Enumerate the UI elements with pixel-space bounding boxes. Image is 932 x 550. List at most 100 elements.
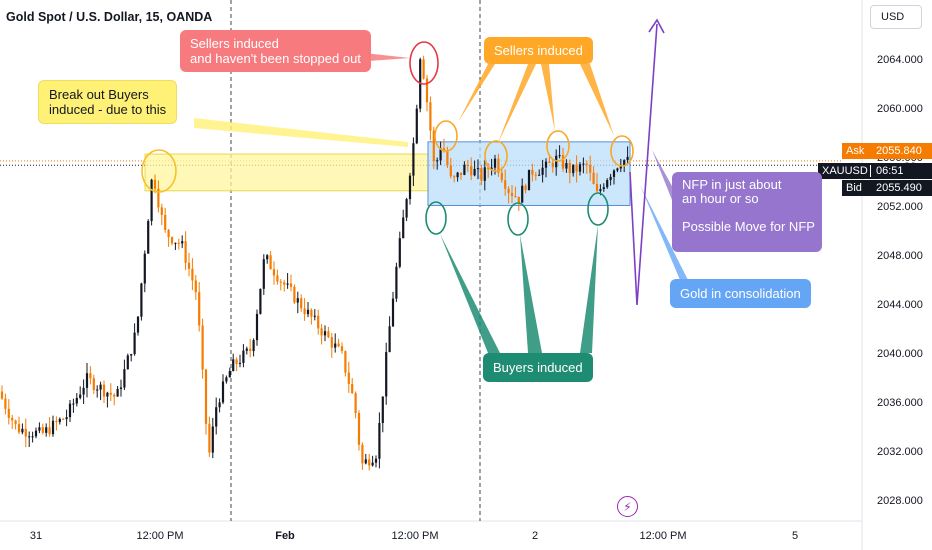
candle-body [38, 427, 41, 431]
buyers-callout-wedge [440, 234, 500, 353]
candle-body [405, 199, 408, 218]
candle-body [493, 158, 497, 168]
candle-body [204, 369, 208, 424]
candle-body [487, 167, 490, 170]
time-tick-label: 31 [29, 530, 43, 542]
candle-body [133, 332, 136, 355]
candle-body [150, 179, 153, 221]
candle-body [412, 143, 415, 176]
candle-body [612, 170, 616, 177]
candle-body [616, 168, 619, 171]
note-line: and haven't been stopped out [190, 51, 361, 66]
candle-body [177, 242, 180, 244]
candle-body [140, 283, 143, 317]
consolidation-callout-wedge [640, 185, 688, 280]
candle-body [89, 373, 92, 379]
candle-body [119, 387, 123, 389]
candle-body [354, 393, 357, 413]
candle-body [558, 155, 561, 157]
candle-body [82, 387, 85, 395]
candle-body [364, 459, 367, 464]
time-tick-label: 12:00 PM [639, 530, 687, 542]
candle-body [187, 262, 191, 269]
candle-body [408, 175, 412, 200]
buyers-induced-note[interactable]: Buyers induced [483, 353, 593, 382]
candle-body [102, 384, 106, 397]
candle-body [58, 418, 61, 423]
candle-body [480, 168, 483, 181]
candle-body [459, 172, 463, 175]
candle-body [85, 373, 89, 388]
price-tick-label: 2060.000 [877, 103, 923, 116]
ask-price-tag: Ask 2055.840 [842, 143, 932, 159]
price-tick-label: 2028.000 [877, 494, 923, 507]
candle-body [221, 381, 225, 403]
note-line: induced - due to this [49, 102, 167, 117]
candle-body [143, 253, 146, 284]
symbol-label: XAUUSD [822, 165, 868, 177]
candle-body [442, 148, 446, 152]
candle-body [592, 172, 595, 184]
partial-tick-label: 00 [904, 161, 917, 173]
candle-body [500, 172, 503, 181]
candle-body [208, 423, 211, 453]
candle-body [238, 362, 242, 364]
candle-body [388, 326, 391, 353]
candle-body [7, 408, 10, 418]
candle-body [531, 169, 534, 175]
buyers-callout-wedge [520, 235, 542, 353]
candle-body [436, 160, 439, 162]
candle-body [561, 155, 565, 169]
candle-body [109, 392, 112, 395]
buyers-teal-circle [507, 202, 529, 236]
gold-consolidation-note[interactable]: Gold in consolidation [670, 279, 811, 308]
time-tick-label: Feb [275, 530, 295, 542]
time-tick-label: 2 [531, 530, 539, 542]
note-line [682, 206, 812, 220]
ask-value: 2055.840 [876, 145, 922, 157]
candle-body [524, 185, 527, 191]
breakout-buyers-note[interactable]: Break out Buyers induced - due to this [38, 80, 178, 124]
candle-body [334, 343, 337, 348]
note-line: Possible Move for NFP [682, 219, 815, 234]
candle-body [310, 309, 313, 317]
buyers-callout-wedge [580, 225, 598, 353]
candle-body [286, 283, 289, 285]
currency-selector-button[interactable]: USD [870, 5, 922, 29]
sellers-callout-wedge [498, 64, 536, 143]
price-tick-label: 2064.000 [877, 54, 923, 67]
nfp-note[interactable]: NFP in just about an hour or so Possible… [672, 172, 822, 252]
candle-body [92, 378, 95, 391]
candle-series [0, 55, 629, 471]
candle-body [255, 313, 259, 341]
candle-body [34, 430, 38, 437]
candle-body [323, 331, 327, 336]
sellers-induced-red-note[interactable]: Sellers induced and haven't been stopped… [180, 30, 371, 72]
candle-body [28, 436, 31, 438]
candle-body [619, 165, 622, 169]
candle-body [218, 402, 221, 408]
sellers-callout-wedge [580, 64, 614, 136]
ask-label: Ask [846, 145, 865, 157]
candle-body [4, 398, 7, 409]
candle-body [606, 180, 609, 188]
candle-body [585, 163, 588, 165]
candle-body [456, 172, 459, 178]
breakout-callout-wedge [194, 118, 408, 147]
sellers-induced-orange-note[interactable]: Sellers induced [484, 37, 593, 64]
candle-body [184, 241, 187, 263]
candle-body [398, 238, 401, 267]
candle-body [473, 168, 476, 176]
candle-body [242, 350, 245, 363]
candle-body [538, 174, 541, 176]
candle-body [164, 214, 167, 230]
lightning-event-icon[interactable]: ⚡ [617, 496, 638, 517]
candle-body [589, 164, 592, 173]
candle-body [565, 162, 568, 169]
sellers-orange-circle [546, 130, 570, 162]
candle-body [374, 458, 378, 463]
candle-body [626, 156, 629, 161]
candle-body [72, 403, 75, 405]
